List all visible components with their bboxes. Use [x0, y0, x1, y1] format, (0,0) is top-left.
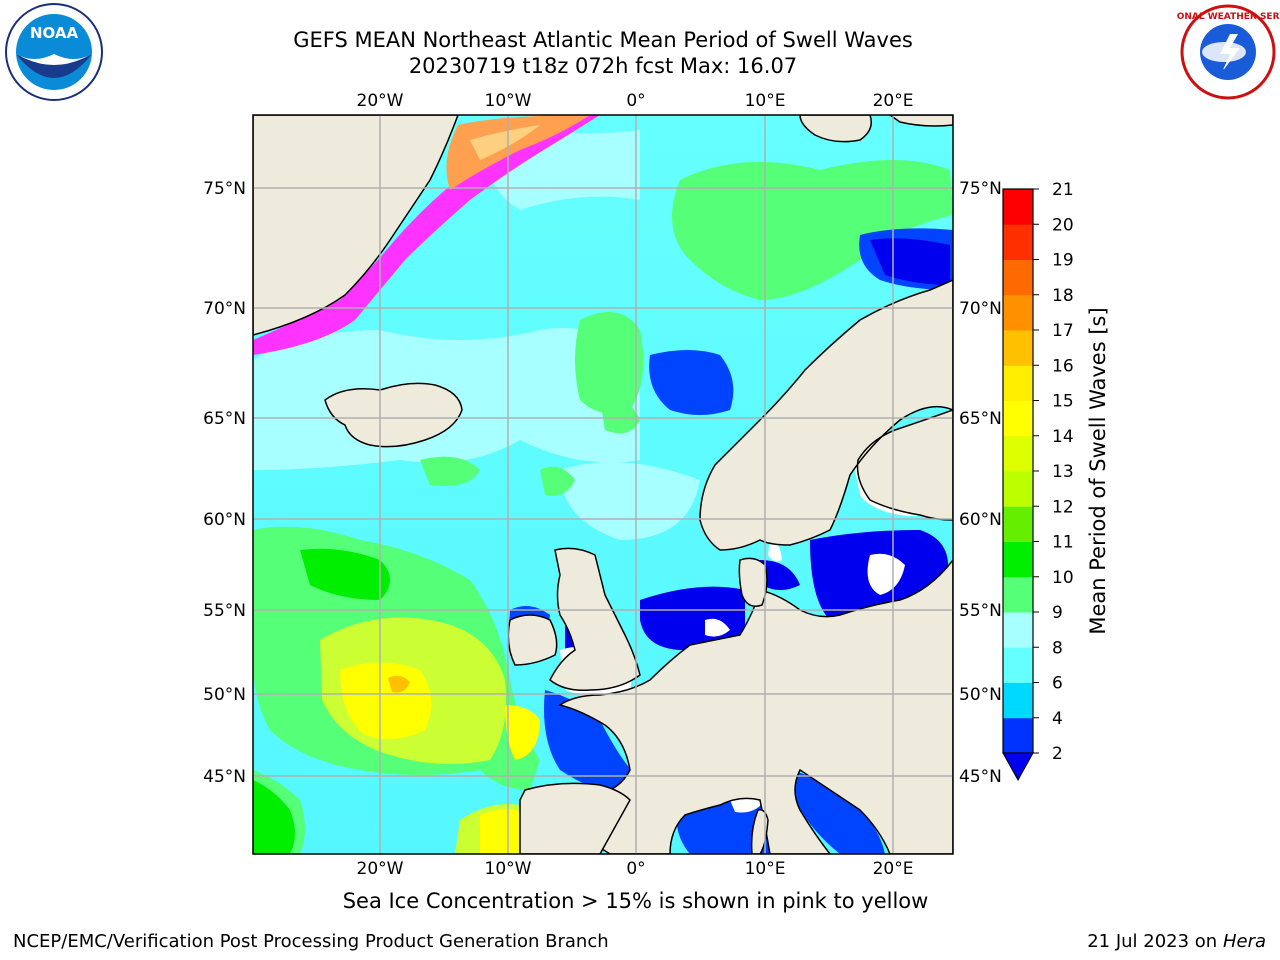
- noaa-logo-text: NOAA: [30, 24, 79, 42]
- right-latitude-labels: 75°N 70°N 65°N 60°N 55°N 50°N 45°N: [959, 179, 1002, 787]
- swell-peak-area: [388, 675, 410, 693]
- swell-deep-green-areas: [253, 548, 390, 854]
- colorbar-segment: [1003, 259, 1033, 296]
- sea-ice-footnote: Sea Ice Concentration > 15% is shown in …: [342, 889, 929, 913]
- colorbar: 2 4 6 8 9 10 11 12 13 14 15 16 17 18 19 20 21 Mean Perio…: [1002, 180, 1110, 782]
- colorbar-segment: [1003, 330, 1033, 366]
- top-lon-label: 10°W: [485, 91, 532, 111]
- colorbar-segment: [1003, 717, 1033, 754]
- colorbar-label: Mean Period of Swell Waves [s]: [1086, 307, 1110, 634]
- bottom-longitude-labels: 20°W 10°W 0° 10°E 20°E: [357, 859, 914, 879]
- left-lat-label: 60°N: [203, 510, 246, 530]
- colorbar-tick-label: 9: [1052, 603, 1063, 623]
- colorbar-ticks: 2 4 6 8 9 10 11 12 13 14 15 16 17 18 19 20 21: [1033, 180, 1074, 764]
- colorbar-segment: [1003, 294, 1033, 331]
- colorbar-segment: [1003, 682, 1033, 719]
- map-frame: [252, 114, 954, 855]
- colorbar-tick-label: 19: [1052, 251, 1074, 271]
- colorbar-tick-label: 13: [1052, 462, 1074, 482]
- footer-credit: NCEP/EMC/Verification Post Processing Pr…: [13, 931, 609, 952]
- colorbar-segment: [1003, 400, 1033, 437]
- footer-date: 21 Jul 2023 on Hera: [1087, 931, 1266, 952]
- right-lat-label: 55°N: [959, 601, 1002, 621]
- noaa-logo: NOAA: [5, 3, 103, 101]
- sea-ice-areas: [253, 115, 600, 355]
- colorbar-tick-label: 12: [1052, 497, 1074, 517]
- colorbar-tick-label: 10: [1052, 568, 1074, 588]
- chart-title: GEFS MEAN Northeast Atlantic Mean Period…: [293, 28, 913, 52]
- colorbar-tick-label: 4: [1052, 709, 1063, 729]
- right-lat-label: 65°N: [959, 409, 1002, 429]
- colorbar-tick-label: 6: [1052, 674, 1063, 694]
- bottom-lon-label: 10°E: [745, 859, 786, 879]
- left-latitude-labels: 75°N 70°N 65°N 60°N 55°N 50°N 45°N: [203, 179, 246, 787]
- colorbar-tick-label: 20: [1052, 215, 1074, 235]
- right-lat-label: 60°N: [959, 510, 1002, 530]
- colorbar-segments: [1003, 189, 1033, 754]
- colorbar-segment: [1003, 612, 1033, 648]
- national-weather-service-logo: NATIONAL WEATHER SERVICE: [1176, 4, 1280, 100]
- colorbar-tick-label: 17: [1052, 321, 1074, 341]
- ireland-land: [507, 614, 558, 666]
- great-britain-land: [549, 547, 641, 692]
- map-graticule: [253, 115, 953, 854]
- colorbar-segment: [1003, 506, 1033, 542]
- colorbar-segment: [1003, 647, 1033, 683]
- colorbar-segment: [1003, 471, 1033, 507]
- colorbar-tick-label: 15: [1052, 392, 1074, 412]
- right-lat-label: 50°N: [959, 685, 1002, 705]
- top-lon-label: 20°W: [357, 91, 404, 111]
- nws-logo-text: NATIONAL WEATHER SERVICE: [1176, 12, 1280, 22]
- denmark-land: [738, 557, 768, 607]
- iberia-land: [519, 782, 631, 854]
- colorbar-tick-label: 16: [1052, 356, 1074, 376]
- left-lat-label: 75°N: [203, 179, 246, 199]
- svalbard-land: [799, 115, 872, 143]
- colorbar-tick-label: 14: [1052, 427, 1074, 447]
- bottom-lon-label: 20°W: [357, 859, 404, 879]
- bottom-lon-label: 10°W: [485, 859, 532, 879]
- bottom-lon-label: 0°: [626, 859, 645, 879]
- colorbar-tick-label: 21: [1052, 180, 1074, 200]
- top-lon-label: 10°E: [745, 91, 786, 111]
- colorbar-under-arrow: [1002, 752, 1034, 782]
- left-lat-label: 45°N: [203, 767, 246, 787]
- colorbar-tick-label: 11: [1052, 533, 1074, 553]
- colorbar-tick-label: 2: [1052, 744, 1063, 764]
- map-field: [253, 115, 953, 854]
- scandinavia-land: [699, 279, 953, 551]
- colorbar-segment: [1003, 224, 1033, 260]
- colorbar-segment: [1003, 541, 1033, 578]
- colorbar-segment: [1003, 435, 1033, 472]
- colorbar-segment: [1003, 576, 1033, 613]
- top-lon-label: 0°: [626, 91, 645, 111]
- colorbar-tick-label: 18: [1052, 286, 1074, 306]
- colorbar-tick-label: 8: [1052, 638, 1063, 658]
- colorbar-segment: [1003, 365, 1033, 401]
- chart-subtitle: 20230719 t18z 072h fcst Max: 16.07: [408, 54, 798, 78]
- left-lat-label: 70°N: [203, 299, 246, 319]
- bottom-lon-label: 20°E: [873, 859, 914, 879]
- left-lat-label: 65°N: [203, 409, 246, 429]
- left-lat-label: 55°N: [203, 601, 246, 621]
- greenland-land: [253, 115, 459, 336]
- top-lon-label: 20°E: [873, 91, 914, 111]
- right-lat-label: 70°N: [959, 299, 1002, 319]
- iceland-land: [324, 382, 463, 448]
- land-masses: [253, 115, 953, 854]
- top-longitude-labels: 20°W 10°W 0° 10°E 20°E: [357, 91, 914, 111]
- footer-date-text: 21 Jul 2023 on: [1087, 931, 1223, 952]
- right-lat-label: 75°N: [959, 179, 1002, 199]
- right-lat-label: 45°N: [959, 767, 1002, 787]
- colorbar-segment: [1003, 189, 1033, 225]
- footer-host: Hera: [1222, 931, 1266, 952]
- left-lat-label: 50°N: [203, 685, 246, 705]
